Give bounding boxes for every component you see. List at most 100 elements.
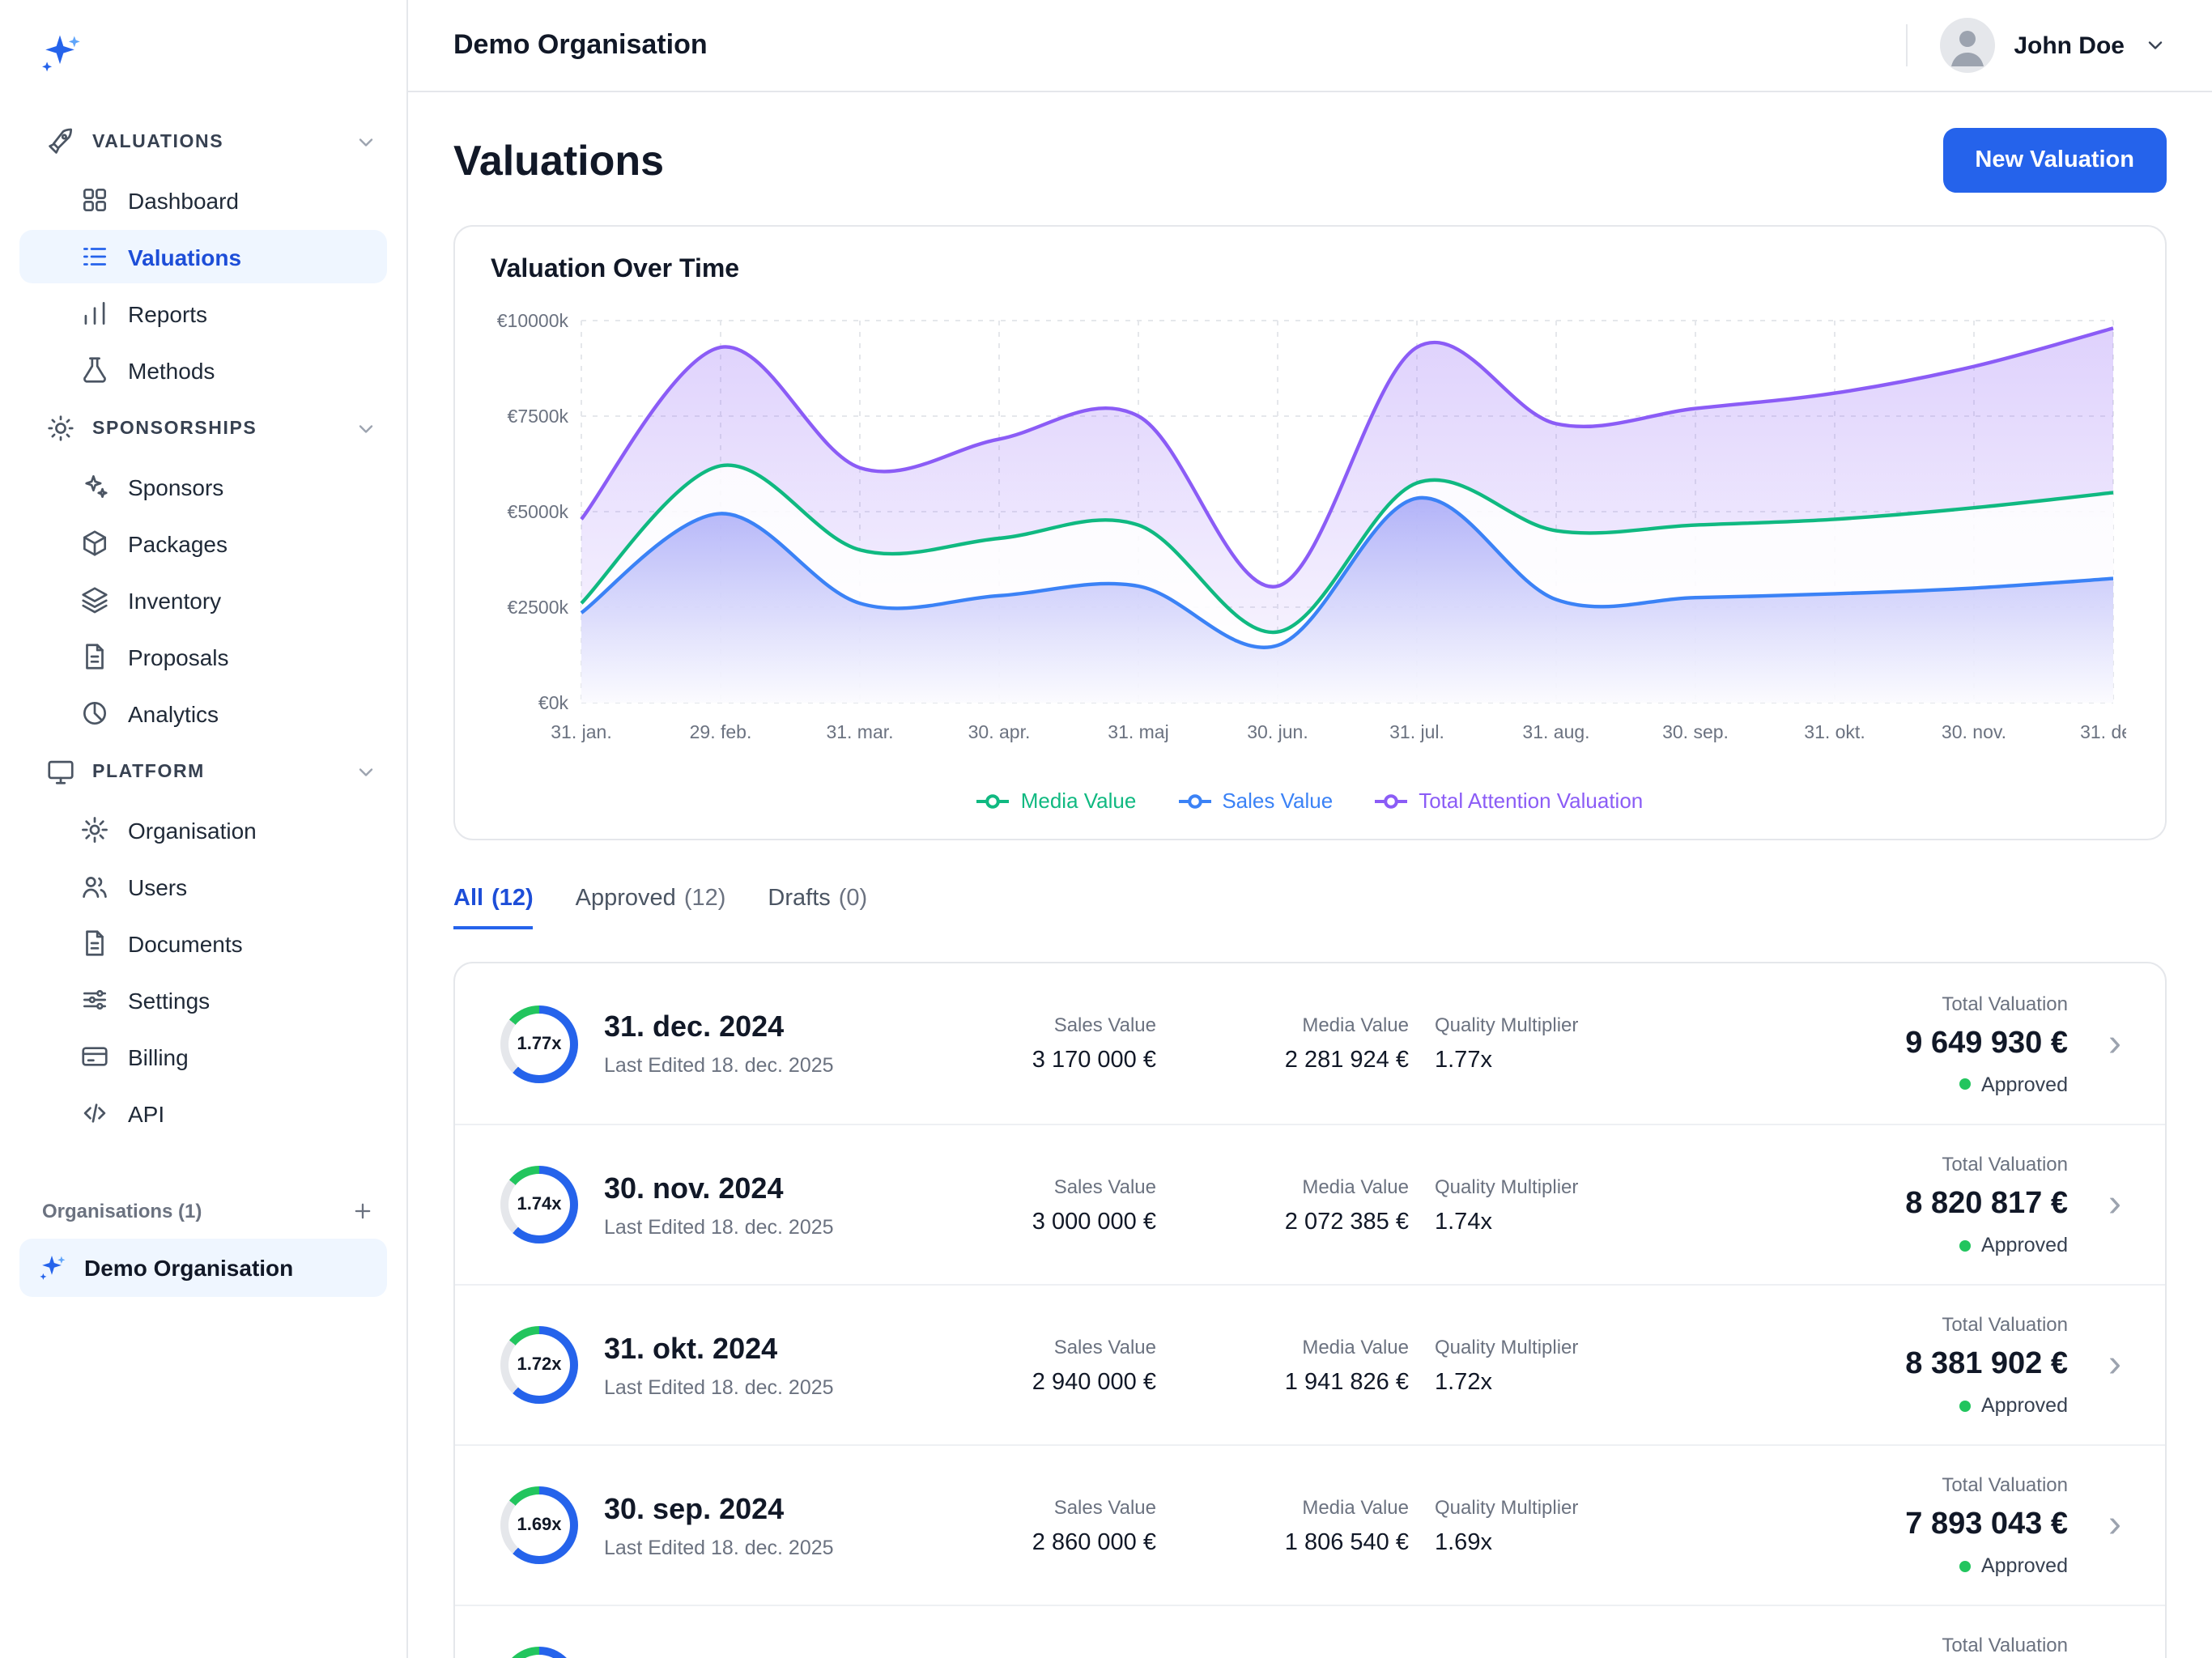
tab-label: Drafts — [768, 886, 831, 912]
sidebar-item-users[interactable]: Users — [19, 860, 387, 913]
sidebar-section-sponsorships[interactable]: SPONSORSHIPS — [0, 398, 406, 458]
sales-value: 3 170 000 € — [1032, 1048, 1156, 1073]
chevron-down-icon[interactable] — [355, 417, 377, 440]
valuation-row[interactable]: 1.77x 31. dec. 2024 Last Edited 18. dec.… — [455, 963, 2165, 1124]
valuation-row[interactable]: 1.74x 30. nov. 2024 Last Edited 18. dec.… — [455, 1124, 2165, 1284]
legend-label: Total Attention Valuation — [1419, 789, 1644, 813]
status-text: Approved — [1980, 1554, 2068, 1577]
chevron-right-icon[interactable]: › — [2108, 1021, 2121, 1065]
document-icon — [79, 928, 110, 959]
valuation-row[interactable]: 1.65x 31. aug. 2024 Last Edited 18. dec.… — [455, 1605, 2165, 1658]
sidebar-item-analytics[interactable]: Analytics — [19, 687, 387, 740]
svg-text:30. nov.: 30. nov. — [1942, 721, 2006, 742]
valuation-date: 31. dec. 2024 — [604, 1010, 785, 1043]
sidebar-item-organisation[interactable]: Organisation — [19, 803, 387, 857]
sidebar-item-valuations[interactable]: Valuations — [19, 230, 387, 283]
chevron-down-icon[interactable] — [355, 760, 377, 783]
sidebar-section-platform[interactable]: PLATFORM — [0, 742, 406, 801]
chevron-right-icon[interactable]: › — [2108, 1342, 2121, 1386]
media-value: 2 072 385 € — [1284, 1209, 1409, 1235]
add-organisation-button[interactable] — [351, 1200, 374, 1222]
tab-approved[interactable]: Approved (12) — [576, 886, 726, 929]
sidebar-item-label: API — [128, 1100, 165, 1126]
valuation-tabs: All (12) Approved (12) Drafts (0) — [453, 886, 2167, 929]
sliders-icon — [79, 984, 110, 1015]
user-menu[interactable]: John Doe — [1905, 18, 2167, 73]
list-icon — [79, 241, 110, 272]
sidebar-section-valuations[interactable]: VALUATIONS — [0, 112, 406, 172]
user-name: John Doe — [2014, 32, 2125, 59]
multiplier-ring-label: 1.72x — [508, 1334, 570, 1396]
sidebar-item-label: Analytics — [128, 700, 219, 726]
tab-all[interactable]: All (12) — [453, 886, 534, 929]
document-icon — [79, 641, 110, 672]
status-text: Approved — [1980, 1394, 2068, 1417]
legend-marker-icon — [1375, 793, 1408, 808]
chevron-down-icon[interactable] — [2144, 34, 2167, 57]
sidebar-item-label: Packages — [128, 530, 228, 556]
divider — [1905, 24, 1908, 66]
valuation-last-edited: Last Edited 18. dec. 2025 — [604, 1215, 834, 1238]
chevron-down-icon[interactable] — [355, 130, 377, 153]
sidebar-item-dashboard[interactable]: Dashboard — [19, 173, 387, 227]
quality-multiplier: 1.69x — [1435, 1529, 1492, 1555]
svg-text:31. okt.: 31. okt. — [1804, 721, 1865, 742]
main-area: Demo Organisation John Doe Valuations Ne… — [408, 0, 2212, 1658]
quality-multiplier-label: Quality Multiplier — [1435, 1335, 1579, 1358]
sidebar-item-sponsors[interactable]: Sponsors — [19, 460, 387, 513]
quality-multiplier: 1.77x — [1435, 1048, 1492, 1073]
app-logo[interactable] — [0, 23, 406, 112]
flask-icon — [79, 355, 110, 385]
sidebar-item-proposals[interactable]: Proposals — [19, 630, 387, 683]
media-value-label: Media Value — [1182, 1656, 1409, 1658]
tab-drafts[interactable]: Drafts (0) — [768, 886, 867, 929]
multiplier-ring: 1.74x — [500, 1166, 578, 1244]
organisations-header: Organisations (1) — [0, 1200, 406, 1222]
quality-multiplier-cell: Quality Multiplier 1.77x — [1435, 1014, 1678, 1073]
sidebar-item-label: Users — [128, 874, 188, 899]
media-value: 1 941 826 € — [1284, 1369, 1409, 1395]
legend-item[interactable]: Sales Value — [1178, 789, 1333, 813]
sidebar: VALUATIONS Dashboard Valuations Reports … — [0, 0, 408, 1658]
code-icon — [79, 1098, 110, 1129]
sidebar-item-reports[interactable]: Reports — [19, 287, 387, 340]
multiplier-ring: 1.65x — [500, 1647, 578, 1658]
sun-icon — [45, 413, 76, 444]
svg-text:30. jun.: 30. jun. — [1247, 721, 1308, 742]
svg-text:€0k: €0k — [538, 692, 569, 713]
multiplier-ring-label: 1.77x — [508, 1013, 570, 1074]
total-valuation-cell: Total Valuation 8 381 902 € Approved — [1704, 1313, 2068, 1417]
sidebar-item-api[interactable]: API — [19, 1086, 387, 1140]
sidebar-item-packages[interactable]: Packages — [19, 517, 387, 570]
sidebar-item-settings[interactable]: Settings — [19, 973, 387, 1027]
valuation-date: 30. nov. 2024 — [604, 1171, 784, 1204]
legend-marker-icon — [1178, 793, 1211, 808]
svg-text:31. maj: 31. maj — [1108, 721, 1168, 742]
sidebar-item-billing[interactable]: Billing — [19, 1030, 387, 1083]
pie-chart-icon — [79, 698, 110, 729]
valuation-row[interactable]: 1.69x 30. sep. 2024 Last Edited 18. dec.… — [455, 1444, 2165, 1605]
sidebar-item-demo-organisation[interactable]: Demo Organisation — [19, 1239, 387, 1297]
legend-label: Sales Value — [1222, 789, 1334, 813]
monitor-icon — [45, 756, 76, 787]
chevron-right-icon[interactable]: › — [2108, 1503, 2121, 1546]
sidebar-item-methods[interactable]: Methods — [19, 343, 387, 397]
avatar[interactable] — [1939, 18, 1995, 73]
media-value-cell: Media Value 2 281 924 € — [1182, 1014, 1409, 1073]
grid-icon — [79, 185, 110, 215]
bar-chart-icon — [79, 298, 110, 329]
chevron-right-icon[interactable]: › — [2108, 1182, 2121, 1226]
media-value: 2 281 924 € — [1284, 1048, 1409, 1073]
sidebar-item-label: Billing — [128, 1044, 189, 1069]
new-valuation-button[interactable]: New Valuation — [1942, 128, 2167, 193]
quality-multiplier: 1.74x — [1435, 1209, 1492, 1235]
total-valuation-cell: Total Valuation 7 355 949 € Approved — [1704, 1634, 2068, 1658]
sidebar-item-documents[interactable]: Documents — [19, 916, 387, 970]
section-label: VALUATIONS — [92, 132, 224, 151]
legend-item[interactable]: Media Value — [976, 789, 1136, 813]
sidebar-item-inventory[interactable]: Inventory — [19, 573, 387, 627]
svg-text:31. jul.: 31. jul. — [1389, 721, 1444, 742]
valuation-row[interactable]: 1.72x 31. okt. 2024 Last Edited 18. dec.… — [455, 1284, 2165, 1444]
legend-item[interactable]: Total Attention Valuation — [1375, 789, 1643, 813]
svg-text:31. jan.: 31. jan. — [551, 721, 611, 742]
